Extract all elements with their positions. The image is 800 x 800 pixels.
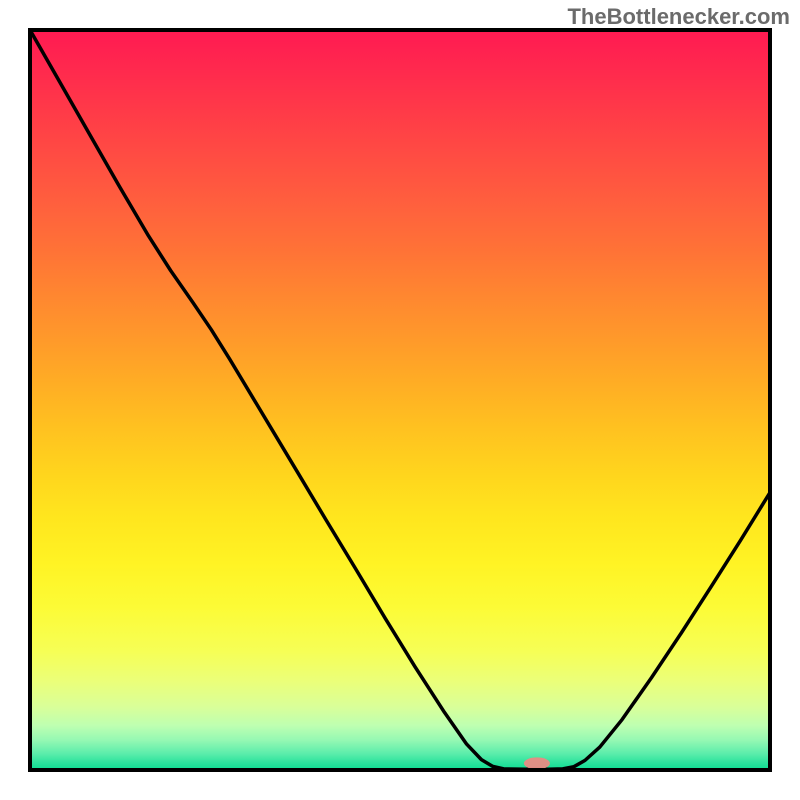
optimal-marker [524, 757, 550, 769]
plot-background [30, 30, 770, 770]
watermark-text: TheBottlenecker.com [567, 4, 790, 30]
chart-container: TheBottlenecker.com [0, 0, 800, 800]
bottleneck-chart [0, 0, 800, 800]
